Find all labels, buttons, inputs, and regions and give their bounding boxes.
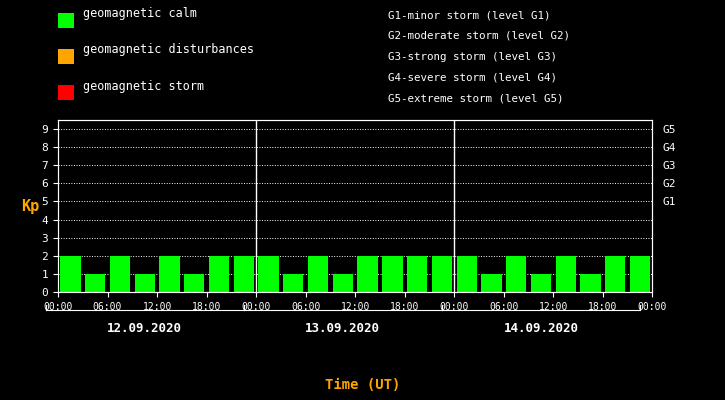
Bar (605, 256, 626, 292)
Bar (457, 256, 477, 292)
Bar (308, 256, 328, 292)
Bar (481, 274, 502, 292)
Bar (333, 274, 353, 292)
Text: G1-minor storm (level G1): G1-minor storm (level G1) (388, 10, 550, 20)
Bar (555, 256, 576, 292)
Bar (407, 256, 427, 292)
Bar (581, 274, 601, 292)
Text: G2-moderate storm (level G2): G2-moderate storm (level G2) (388, 31, 570, 41)
Text: G4-severe storm (level G4): G4-severe storm (level G4) (388, 72, 557, 82)
Bar (258, 256, 278, 292)
Bar (357, 256, 378, 292)
Bar (109, 256, 130, 292)
Bar (160, 256, 180, 292)
Bar (60, 256, 80, 292)
Bar (382, 256, 402, 292)
Bar (432, 256, 452, 292)
Text: G3-strong storm (level G3): G3-strong storm (level G3) (388, 52, 557, 62)
Bar (630, 256, 650, 292)
Text: 12.09.2020: 12.09.2020 (107, 322, 182, 335)
Text: geomagnetic disturbances: geomagnetic disturbances (83, 44, 254, 56)
Text: geomagnetic storm: geomagnetic storm (83, 80, 204, 92)
Bar (531, 274, 551, 292)
Text: geomagnetic calm: geomagnetic calm (83, 8, 197, 20)
Text: 13.09.2020: 13.09.2020 (305, 322, 381, 335)
Bar (209, 256, 229, 292)
Text: G5-extreme storm (level G5): G5-extreme storm (level G5) (388, 93, 563, 103)
Y-axis label: Kp: Kp (21, 198, 40, 214)
Bar (184, 274, 204, 292)
Text: 14.09.2020: 14.09.2020 (504, 322, 579, 335)
Bar (506, 256, 526, 292)
Bar (283, 274, 304, 292)
Bar (85, 274, 105, 292)
Text: Time (UT): Time (UT) (325, 378, 400, 392)
Bar (233, 256, 254, 292)
Bar (135, 274, 155, 292)
